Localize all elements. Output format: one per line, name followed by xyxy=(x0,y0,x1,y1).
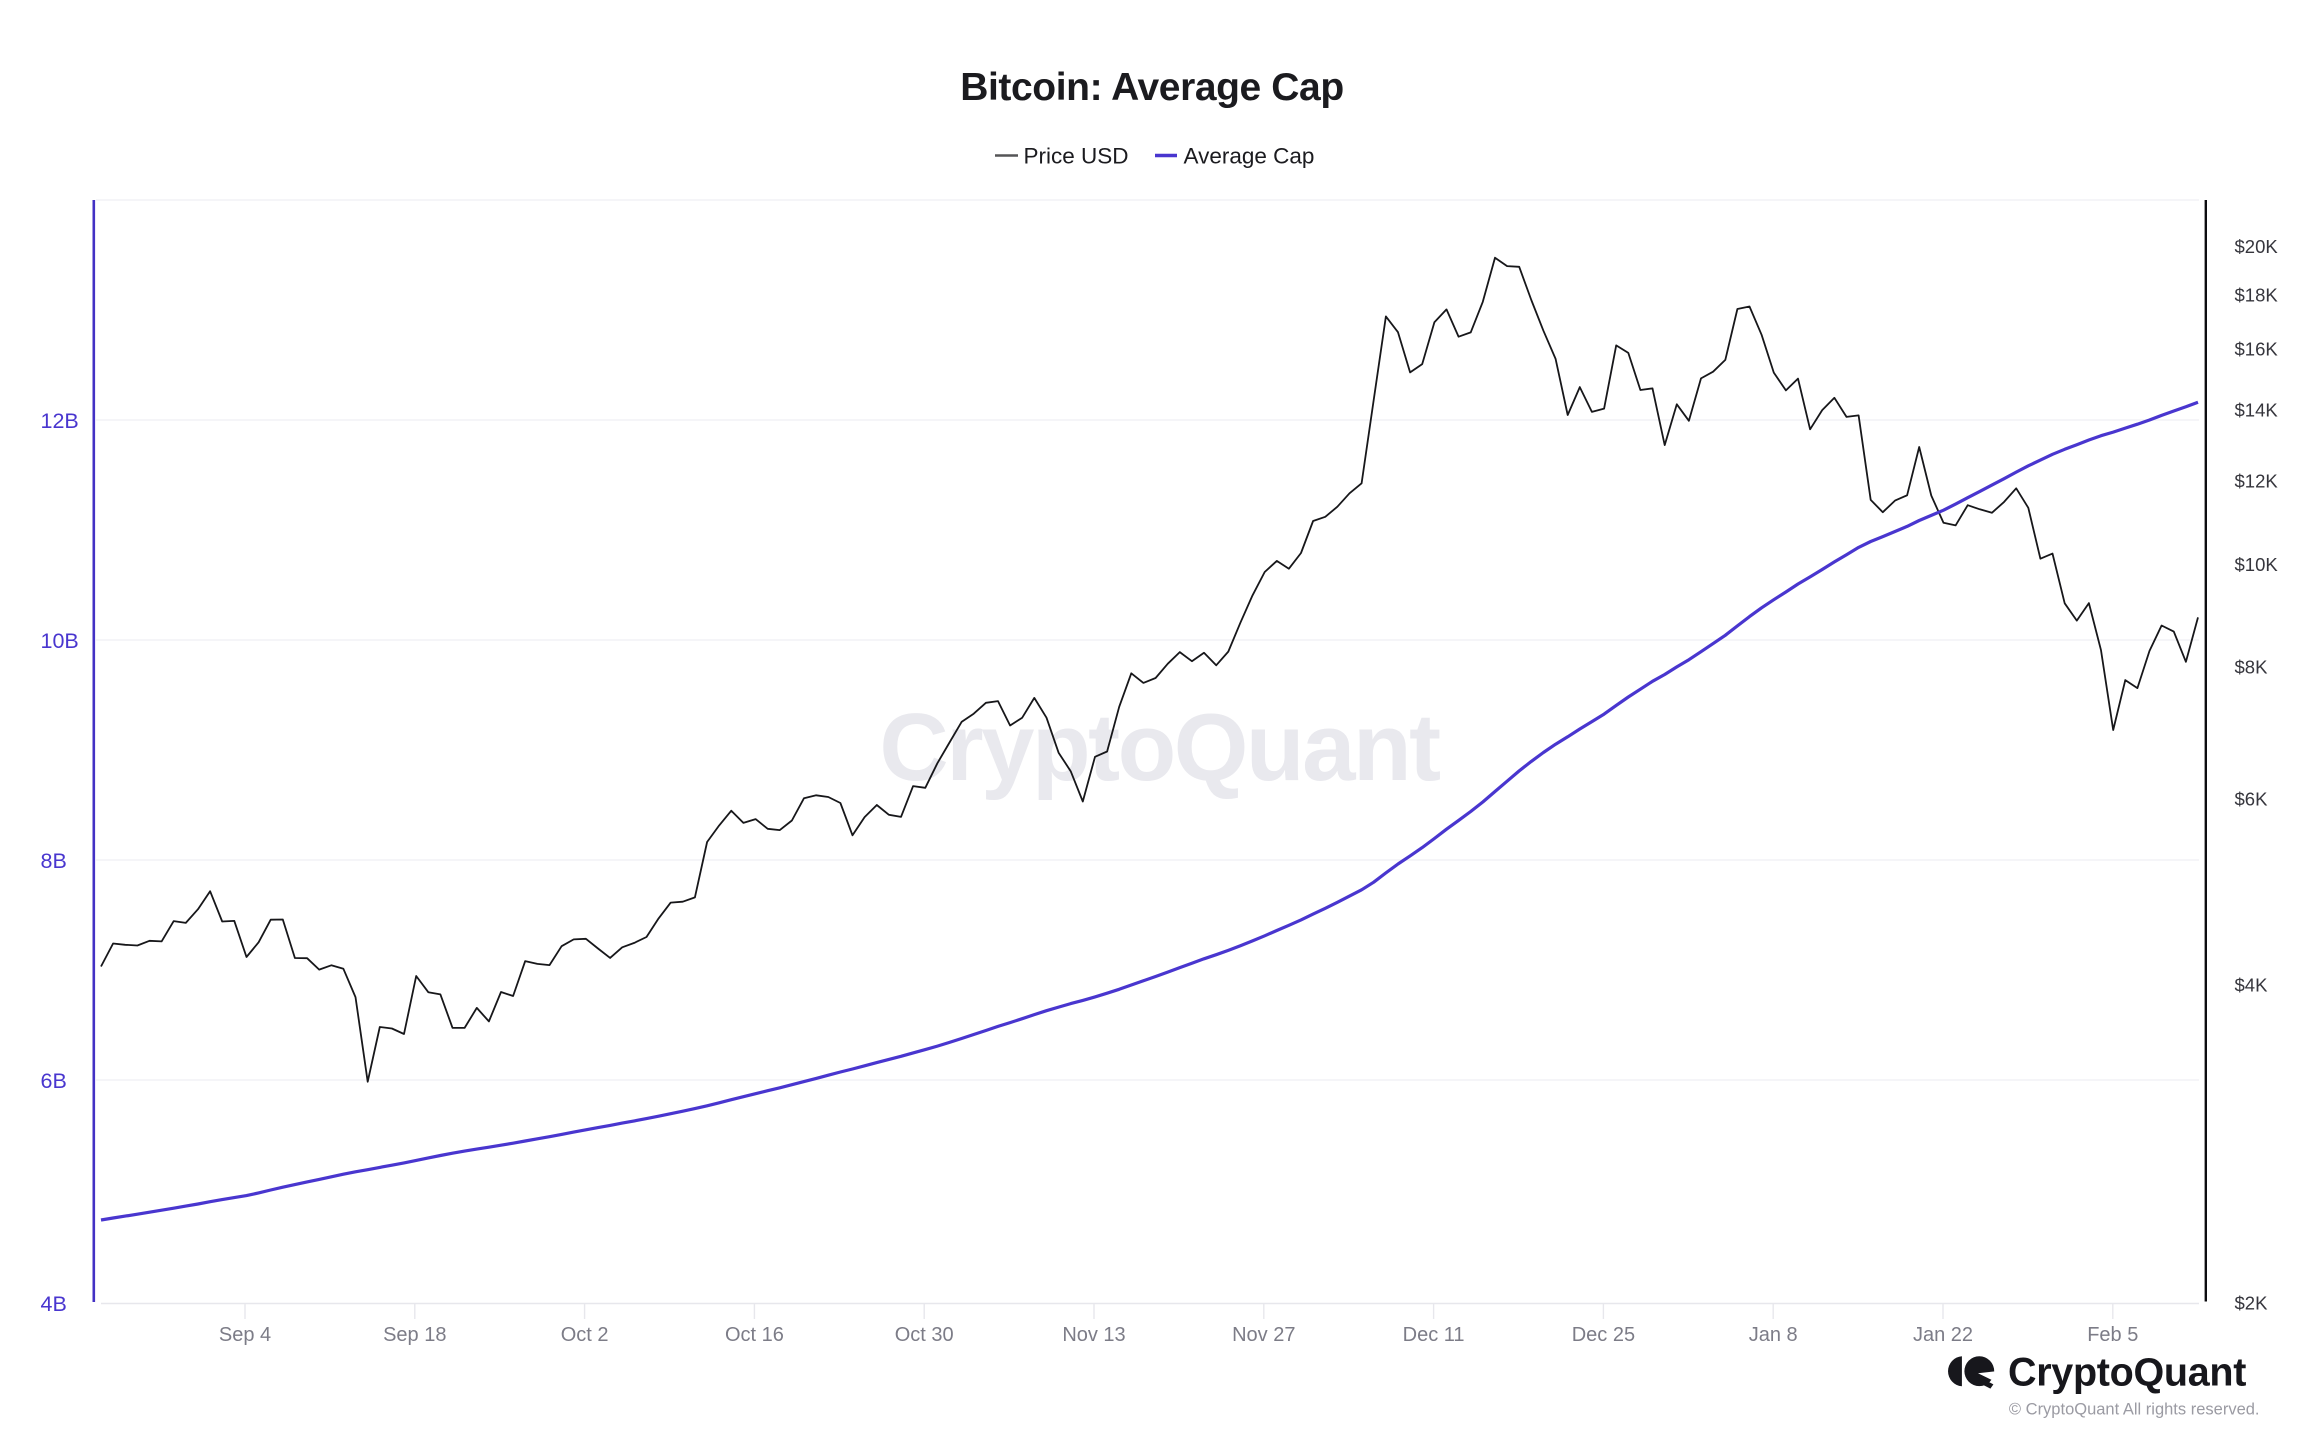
svg-text:$10K: $10K xyxy=(2235,554,2279,575)
svg-text:Jan 22: Jan 22 xyxy=(1913,1324,1973,1346)
svg-text:$20K: $20K xyxy=(2235,236,2279,257)
svg-text:8B: 8B xyxy=(41,849,67,873)
svg-text:Sep 18: Sep 18 xyxy=(383,1324,446,1346)
svg-text:Dec 11: Dec 11 xyxy=(1403,1324,1465,1346)
svg-text:$18K: $18K xyxy=(2235,284,2279,305)
svg-text:© CryptoQuant All rights reser: © CryptoQuant All rights reserved. xyxy=(2009,1401,2260,1419)
svg-text:$6K: $6K xyxy=(2235,788,2269,809)
svg-text:$16K: $16K xyxy=(2235,338,2279,359)
svg-text:12B: 12B xyxy=(41,409,79,433)
svg-text:Oct 2: Oct 2 xyxy=(561,1324,609,1346)
svg-text:$14K: $14K xyxy=(2235,400,2279,421)
svg-text:Dec 25: Dec 25 xyxy=(1572,1324,1635,1346)
svg-text:6B: 6B xyxy=(41,1069,67,1093)
svg-text:CryptoQuant: CryptoQuant xyxy=(879,694,1440,801)
svg-text:Bitcoin: Average Cap: Bitcoin: Average Cap xyxy=(960,66,1344,109)
svg-text:$4K: $4K xyxy=(2235,975,2269,996)
svg-text:CryptoQuant: CryptoQuant xyxy=(2008,1351,2246,1395)
svg-text:Nov 27: Nov 27 xyxy=(1232,1324,1295,1346)
svg-text:$8K: $8K xyxy=(2235,656,2269,677)
svg-text:$12K: $12K xyxy=(2235,470,2279,491)
svg-text:Price USD: Price USD xyxy=(1024,144,1129,169)
svg-text:Nov 13: Nov 13 xyxy=(1062,1324,1125,1346)
svg-text:Jan 8: Jan 8 xyxy=(1749,1324,1798,1346)
svg-text:Oct 30: Oct 30 xyxy=(895,1324,954,1346)
svg-text:10B: 10B xyxy=(41,629,79,653)
svg-text:Feb 5: Feb 5 xyxy=(2087,1324,2138,1346)
svg-text:Oct 16: Oct 16 xyxy=(725,1324,784,1346)
svg-text:4B: 4B xyxy=(41,1292,67,1316)
svg-text:Sep 4: Sep 4 xyxy=(219,1324,271,1346)
svg-text:$2K: $2K xyxy=(2235,1293,2269,1314)
svg-text:Average Cap: Average Cap xyxy=(1184,144,1315,169)
